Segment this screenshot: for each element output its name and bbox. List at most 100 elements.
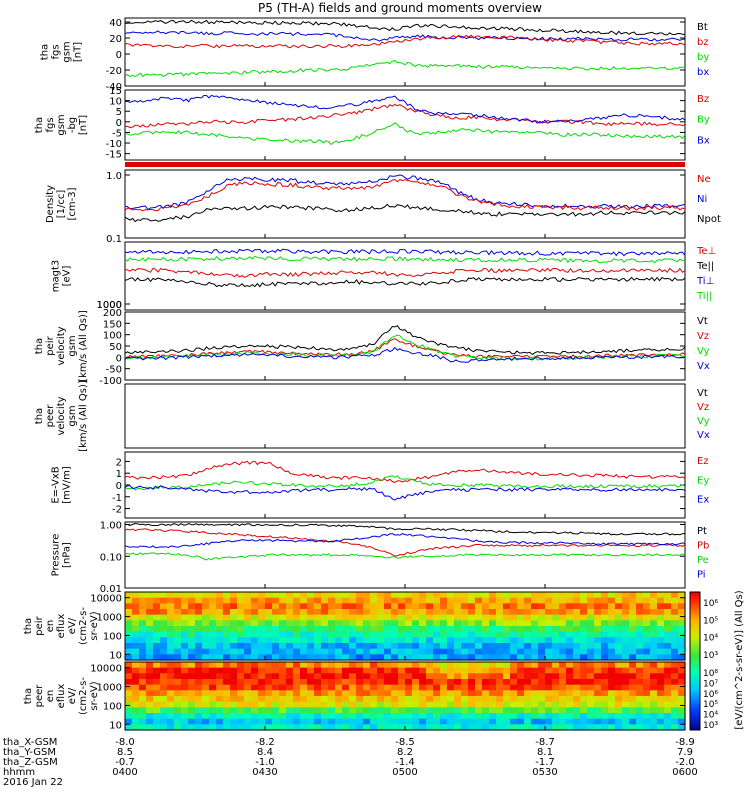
- heatmap-cell: [286, 643, 294, 650]
- heatmap-cell: [174, 597, 182, 604]
- heatmap-cell: [426, 592, 434, 599]
- heatmap-cell: [678, 707, 686, 714]
- colorbar-step: [690, 651, 700, 655]
- heatmap-cell: [377, 637, 385, 644]
- heatmap-cell: [258, 648, 266, 655]
- heatmap-cell: [251, 718, 259, 725]
- heatmap-cell: [531, 654, 539, 661]
- heatmap-cell: [587, 713, 595, 720]
- y-tick-label: 0.1: [106, 234, 122, 245]
- heatmap-cell: [223, 631, 231, 638]
- heatmap-cell: [195, 603, 203, 610]
- heatmap-cell: [349, 690, 357, 697]
- heatmap-cell: [195, 724, 203, 731]
- heatmap-cell: [265, 724, 273, 731]
- heatmap-cell: [510, 701, 518, 708]
- heatmap-cell: [153, 609, 161, 616]
- heatmap-cell: [146, 643, 154, 650]
- heatmap-cell: [510, 724, 518, 731]
- heatmap-cell: [636, 597, 644, 604]
- heatmap-cell: [608, 679, 616, 686]
- heatmap-cell: [132, 718, 140, 725]
- y-tick-label: 1.00: [100, 521, 122, 532]
- heatmap-cell: [216, 724, 224, 731]
- colorbar-step: [690, 612, 700, 616]
- heatmap-cell: [468, 679, 476, 686]
- heatmap-cell: [146, 707, 154, 714]
- heatmap-cell: [251, 631, 259, 638]
- series-Ne: [124, 178, 686, 212]
- heatmap-cell: [328, 631, 336, 638]
- heatmap-cell: [132, 724, 140, 731]
- heatmap-cell: [629, 696, 637, 703]
- y-tick-label: 0: [116, 50, 122, 61]
- heatmap-cell: [503, 609, 511, 616]
- heatmap-cell: [251, 597, 259, 604]
- heatmap-cell: [132, 679, 140, 686]
- heatmap-cell: [524, 597, 532, 604]
- heatmap-cell: [188, 603, 196, 610]
- heatmap-cell: [552, 614, 560, 621]
- heatmap-cell: [496, 684, 504, 691]
- series-Pt: [124, 522, 686, 536]
- heatmap-cell: [671, 597, 679, 604]
- heatmap-cell: [181, 684, 189, 691]
- heatmap-cell: [545, 654, 553, 661]
- legend-bz: bz: [697, 37, 709, 48]
- y-axis-label: tha: [34, 117, 45, 133]
- heatmap-cell: [349, 648, 357, 655]
- time-axis-row-label: 2016 Jan 22: [3, 777, 63, 788]
- legend-Npot: Npot: [697, 214, 721, 225]
- heatmap-cell: [426, 701, 434, 708]
- heatmap-cell: [503, 713, 511, 720]
- heatmap-cell: [643, 609, 651, 616]
- heatmap-cell: [195, 597, 203, 604]
- heatmap-cell: [517, 718, 525, 725]
- heatmap-cell: [265, 679, 273, 686]
- heatmap-cell: [342, 643, 350, 650]
- colorbar-tick-label: 10⁵: [703, 700, 718, 710]
- heatmap-cell: [622, 609, 630, 616]
- heatmap-cell: [384, 654, 392, 661]
- heatmap-cell: [433, 690, 441, 697]
- heatmap-cell: [475, 648, 483, 655]
- heatmap-cell: [230, 667, 238, 674]
- heatmap-cell: [412, 713, 420, 720]
- heatmap-cell: [412, 609, 420, 616]
- heatmap-cell: [468, 626, 476, 633]
- heatmap-cell: [139, 631, 147, 638]
- colorbar-step: [690, 713, 700, 717]
- heatmap-cell: [545, 597, 553, 604]
- y-tick-label: 150: [103, 319, 122, 330]
- series-Te||: [124, 276, 686, 288]
- heatmap-cell: [356, 592, 364, 599]
- heatmap-cell: [146, 718, 154, 725]
- colorbar-step: [690, 619, 700, 623]
- heatmap-cell: [209, 637, 217, 644]
- heatmap-cell: [370, 648, 378, 655]
- heatmap-cell: [279, 592, 287, 599]
- heatmap-cell: [678, 597, 686, 604]
- heatmap-cell: [419, 637, 427, 644]
- heatmap-cell: [622, 718, 630, 725]
- heatmap-cell: [146, 696, 154, 703]
- y-tick-label: 10000: [90, 594, 122, 605]
- heatmap-cell: [419, 648, 427, 655]
- time-axis-value: 0530: [532, 767, 557, 778]
- heatmap-cell: [153, 718, 161, 725]
- heatmap-cell: [559, 684, 567, 691]
- heatmap-cell: [188, 713, 196, 720]
- heatmap-cell: [146, 679, 154, 686]
- heatmap-cell: [237, 718, 245, 725]
- heatmap-cell: [629, 597, 637, 604]
- heatmap-cell: [356, 701, 364, 708]
- heatmap-cell: [398, 673, 406, 680]
- heatmap-cell: [657, 637, 665, 644]
- heatmap-cell: [272, 684, 280, 691]
- heatmap-cell: [496, 724, 504, 731]
- heatmap-cell: [517, 679, 525, 686]
- heatmap-cell: [209, 718, 217, 725]
- y-axis-label: eV/: [67, 687, 78, 704]
- heatmap-cell: [279, 603, 287, 610]
